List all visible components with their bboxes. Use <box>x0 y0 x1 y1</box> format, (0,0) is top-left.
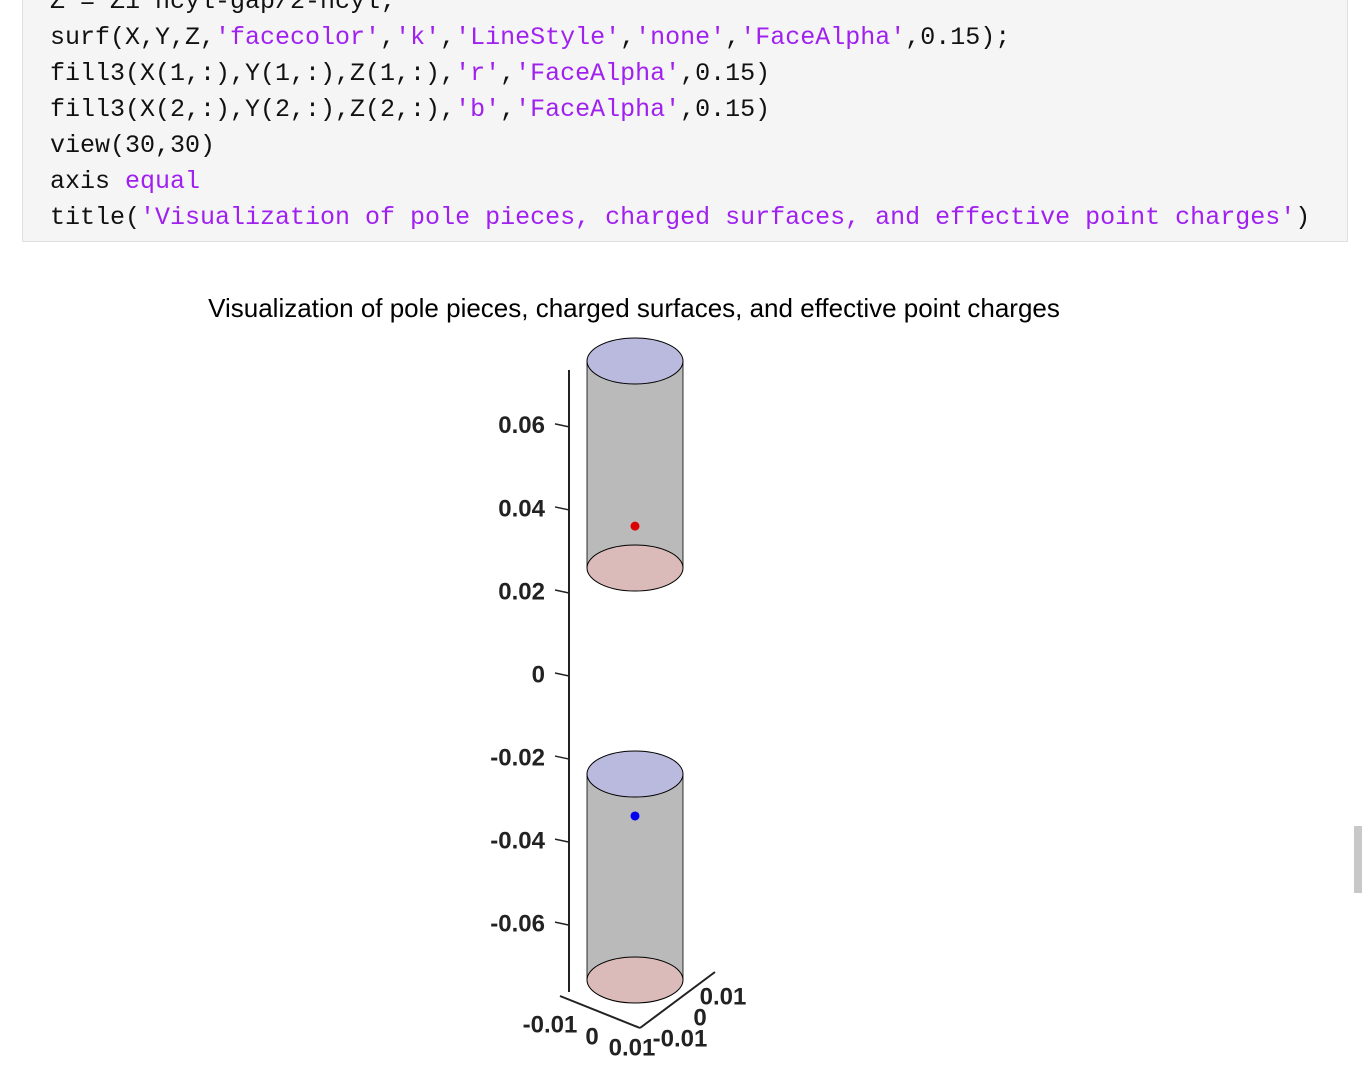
top-face <box>586 750 684 798</box>
code-token: 'FaceAlpha' <box>515 95 681 124</box>
code-token: 'FaceAlpha' <box>515 59 681 88</box>
code-token: ,0.15); <box>905 23 1011 52</box>
code-line: surf(X,Y,Z,'facecolor','k','LineStyle','… <box>50 20 1010 56</box>
code-token: 'Visualization of pole pieces, charged s… <box>140 203 1296 232</box>
code-line: fill3(X(1,:),Y(1,:),Z(1,:),'r','FaceAlph… <box>50 56 770 92</box>
scrollbar[interactable] <box>1354 826 1362 893</box>
code-token: view(30,30) <box>50 131 216 160</box>
code-token: axis <box>50 167 126 196</box>
point-charge <box>630 521 640 531</box>
z-tick <box>554 921 570 926</box>
z-tick <box>554 506 570 511</box>
z-tick-label: 0.06 <box>498 412 545 439</box>
code-token: 'facecolor' <box>215 23 381 52</box>
cylinder-body <box>587 774 683 980</box>
z-tick-label: 0.02 <box>498 578 545 605</box>
code-line: Z = Z1*hcyl-gap/2-hcyl; <box>50 0 395 20</box>
code-token: Z = Z1*hcyl-gap/2-hcyl; <box>50 0 396 16</box>
code-token: ) <box>1295 203 1311 232</box>
z-tick <box>554 755 570 760</box>
code-token: 'b' <box>455 95 501 124</box>
code-token: 'LineStyle' <box>455 23 621 52</box>
z-tick <box>554 589 570 594</box>
z-tick-label: -0.02 <box>490 744 545 771</box>
x-tick-label: -0.01 <box>523 1011 578 1038</box>
y-tick-label: 0.01 <box>700 983 747 1010</box>
code-token: , <box>500 59 516 88</box>
code-token: 'k' <box>395 23 441 52</box>
code-token: equal <box>125 167 201 196</box>
x-tick-label: 0.01 <box>609 1034 656 1061</box>
y-tick-label: -0.01 <box>653 1025 708 1052</box>
code-token: , <box>620 23 636 52</box>
code-token: surf(X,Y,Z, <box>50 23 216 52</box>
z-tick <box>554 423 570 428</box>
bottom-face <box>586 544 684 592</box>
code-token: ,0.15) <box>680 95 771 124</box>
z-tick-label: -0.04 <box>490 827 545 854</box>
z-tick-label: 0.04 <box>498 495 545 522</box>
code-token: , <box>725 23 741 52</box>
code-token: ,0.15) <box>680 59 771 88</box>
code-cell: Z = Z1*hcyl-gap/2-hcyl; surf(X,Y,Z,'facec… <box>22 0 1348 242</box>
cylinders <box>586 337 684 1004</box>
figure-title: Visualization of pole pieces, charged su… <box>208 293 1060 323</box>
z-tick-label: 0 <box>532 661 545 688</box>
code-token: title( <box>50 203 141 232</box>
code-token: , <box>440 23 456 52</box>
cylinder-body <box>587 361 683 568</box>
code-line: fill3(X(2,:),Y(2,:),Z(2,:),'b','FaceAlph… <box>50 92 770 128</box>
top-face <box>586 337 684 385</box>
x-axis <box>559 995 641 1029</box>
code-token: , <box>380 23 396 52</box>
code-token: , <box>500 95 516 124</box>
point-charge <box>630 811 640 821</box>
code-token: fill3(X(1,:),Y(1,:),Z(1,:), <box>50 59 456 88</box>
code-token: 'FaceAlpha' <box>740 23 906 52</box>
z-tick <box>554 838 570 843</box>
y-tick-label: 0 <box>693 1004 706 1031</box>
code-line: view(30,30) <box>50 128 215 164</box>
y-axis <box>639 971 716 1029</box>
z-tick <box>554 672 570 677</box>
code-line: axis equal <box>50 164 200 200</box>
code-token: 'r' <box>455 59 501 88</box>
code-token: fill3(X(2,:),Y(2,:),Z(2,:), <box>50 95 456 124</box>
bottom-face <box>586 956 684 1004</box>
code-line: title('Visualization of pole pieces, cha… <box>50 200 1310 236</box>
code-token: 'none' <box>635 23 726 52</box>
z-tick-label: -0.06 <box>490 910 545 937</box>
x-tick-label: 0 <box>585 1023 598 1050</box>
